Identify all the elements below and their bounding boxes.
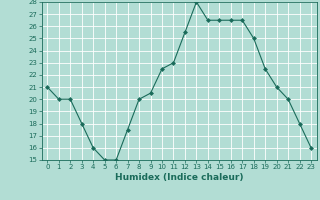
- X-axis label: Humidex (Indice chaleur): Humidex (Indice chaleur): [115, 173, 244, 182]
